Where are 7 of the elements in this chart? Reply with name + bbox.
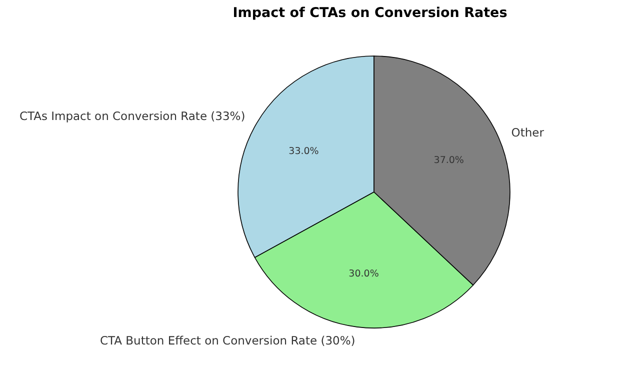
slice-label: CTAs Impact on Conversion Rate (33%) — [19, 108, 246, 123]
slice-label: Other — [511, 126, 544, 140]
data-label: 30.0% — [348, 268, 379, 280]
data-label: 37.0% — [434, 154, 464, 166]
chart-title: Impact of CTAs on Conversion Rates — [232, 5, 508, 21]
data-label: 33.0% — [288, 146, 319, 157]
slice-label: CTA Button Effect on Conversion Rate (30%) — [100, 333, 356, 348]
